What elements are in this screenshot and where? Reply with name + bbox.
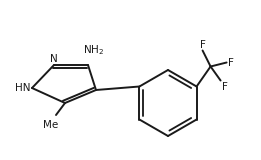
Text: NH$_2$: NH$_2$ (84, 43, 105, 57)
Text: F: F (222, 81, 227, 92)
Text: HN: HN (15, 83, 30, 93)
Text: F: F (228, 57, 233, 68)
Text: Me: Me (43, 120, 59, 130)
Text: N: N (50, 54, 58, 64)
Text: F: F (200, 40, 205, 49)
